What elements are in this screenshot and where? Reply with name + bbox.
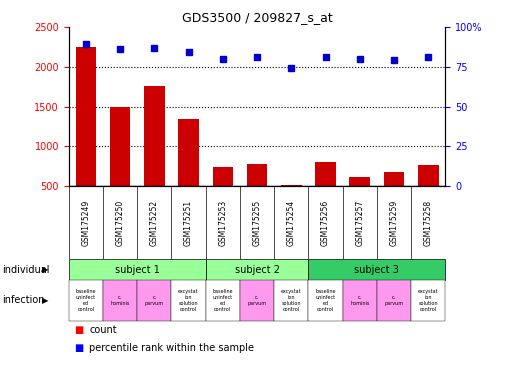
FancyBboxPatch shape [69,280,103,321]
Bar [315,162,336,186]
Text: ▶: ▶ [42,296,48,305]
FancyBboxPatch shape [343,280,377,321]
Bar [144,86,164,186]
FancyBboxPatch shape [69,259,206,280]
Text: c.
parvum: c. parvum [145,295,164,306]
FancyBboxPatch shape [206,259,308,280]
Text: excystat
ion
solution
control: excystat ion solution control [281,289,302,312]
Text: c.
hominis: c. hominis [110,295,130,306]
Text: GSM175253: GSM175253 [218,200,228,246]
Text: excystat
ion
solution
control: excystat ion solution control [178,289,199,312]
Text: c.
hominis: c. hominis [350,295,370,306]
Text: excystat
ion
solution
control: excystat ion solution control [418,289,439,312]
Text: baseline
uninfect
ed
control: baseline uninfect ed control [75,289,96,312]
Bar [418,165,439,186]
Text: subject 3: subject 3 [354,265,400,275]
FancyBboxPatch shape [206,280,240,321]
Bar [178,119,199,186]
Bar [213,167,233,186]
Text: GSM175259: GSM175259 [389,200,399,246]
Bar [350,177,370,186]
Bar [75,47,96,186]
Text: GSM175257: GSM175257 [355,200,364,246]
Text: GSM175258: GSM175258 [424,200,433,246]
Text: count: count [89,325,117,335]
Text: ▶: ▶ [42,265,48,274]
FancyBboxPatch shape [137,280,172,321]
Text: baseline
uninfect
ed
control: baseline uninfect ed control [315,289,336,312]
FancyBboxPatch shape [274,280,308,321]
FancyBboxPatch shape [240,280,274,321]
FancyBboxPatch shape [308,280,343,321]
Text: GSM175255: GSM175255 [252,200,262,246]
Text: subject 2: subject 2 [235,265,279,275]
Bar [110,106,130,186]
FancyBboxPatch shape [172,280,206,321]
FancyBboxPatch shape [411,280,445,321]
Text: c.
parvum: c. parvum [247,295,267,306]
Text: infection: infection [3,295,45,306]
Text: GSM175249: GSM175249 [81,200,90,246]
Text: c.
parvum: c. parvum [384,295,404,306]
Text: individual: individual [3,265,50,275]
FancyBboxPatch shape [308,259,445,280]
Title: GDS3500 / 209827_s_at: GDS3500 / 209827_s_at [182,11,332,24]
Text: GSM175250: GSM175250 [116,200,125,246]
Text: subject 1: subject 1 [115,265,160,275]
Text: GSM175252: GSM175252 [150,200,159,246]
Text: GSM175256: GSM175256 [321,200,330,246]
Text: GSM175251: GSM175251 [184,200,193,246]
Text: baseline
uninfect
ed
control: baseline uninfect ed control [213,289,233,312]
Bar [384,172,404,186]
Bar [281,185,301,186]
Bar [247,164,267,186]
Text: percentile rank within the sample: percentile rank within the sample [89,343,254,353]
FancyBboxPatch shape [103,280,137,321]
Text: ■: ■ [74,325,83,335]
Text: GSM175254: GSM175254 [287,200,296,246]
FancyBboxPatch shape [377,280,411,321]
Text: ■: ■ [74,343,83,353]
